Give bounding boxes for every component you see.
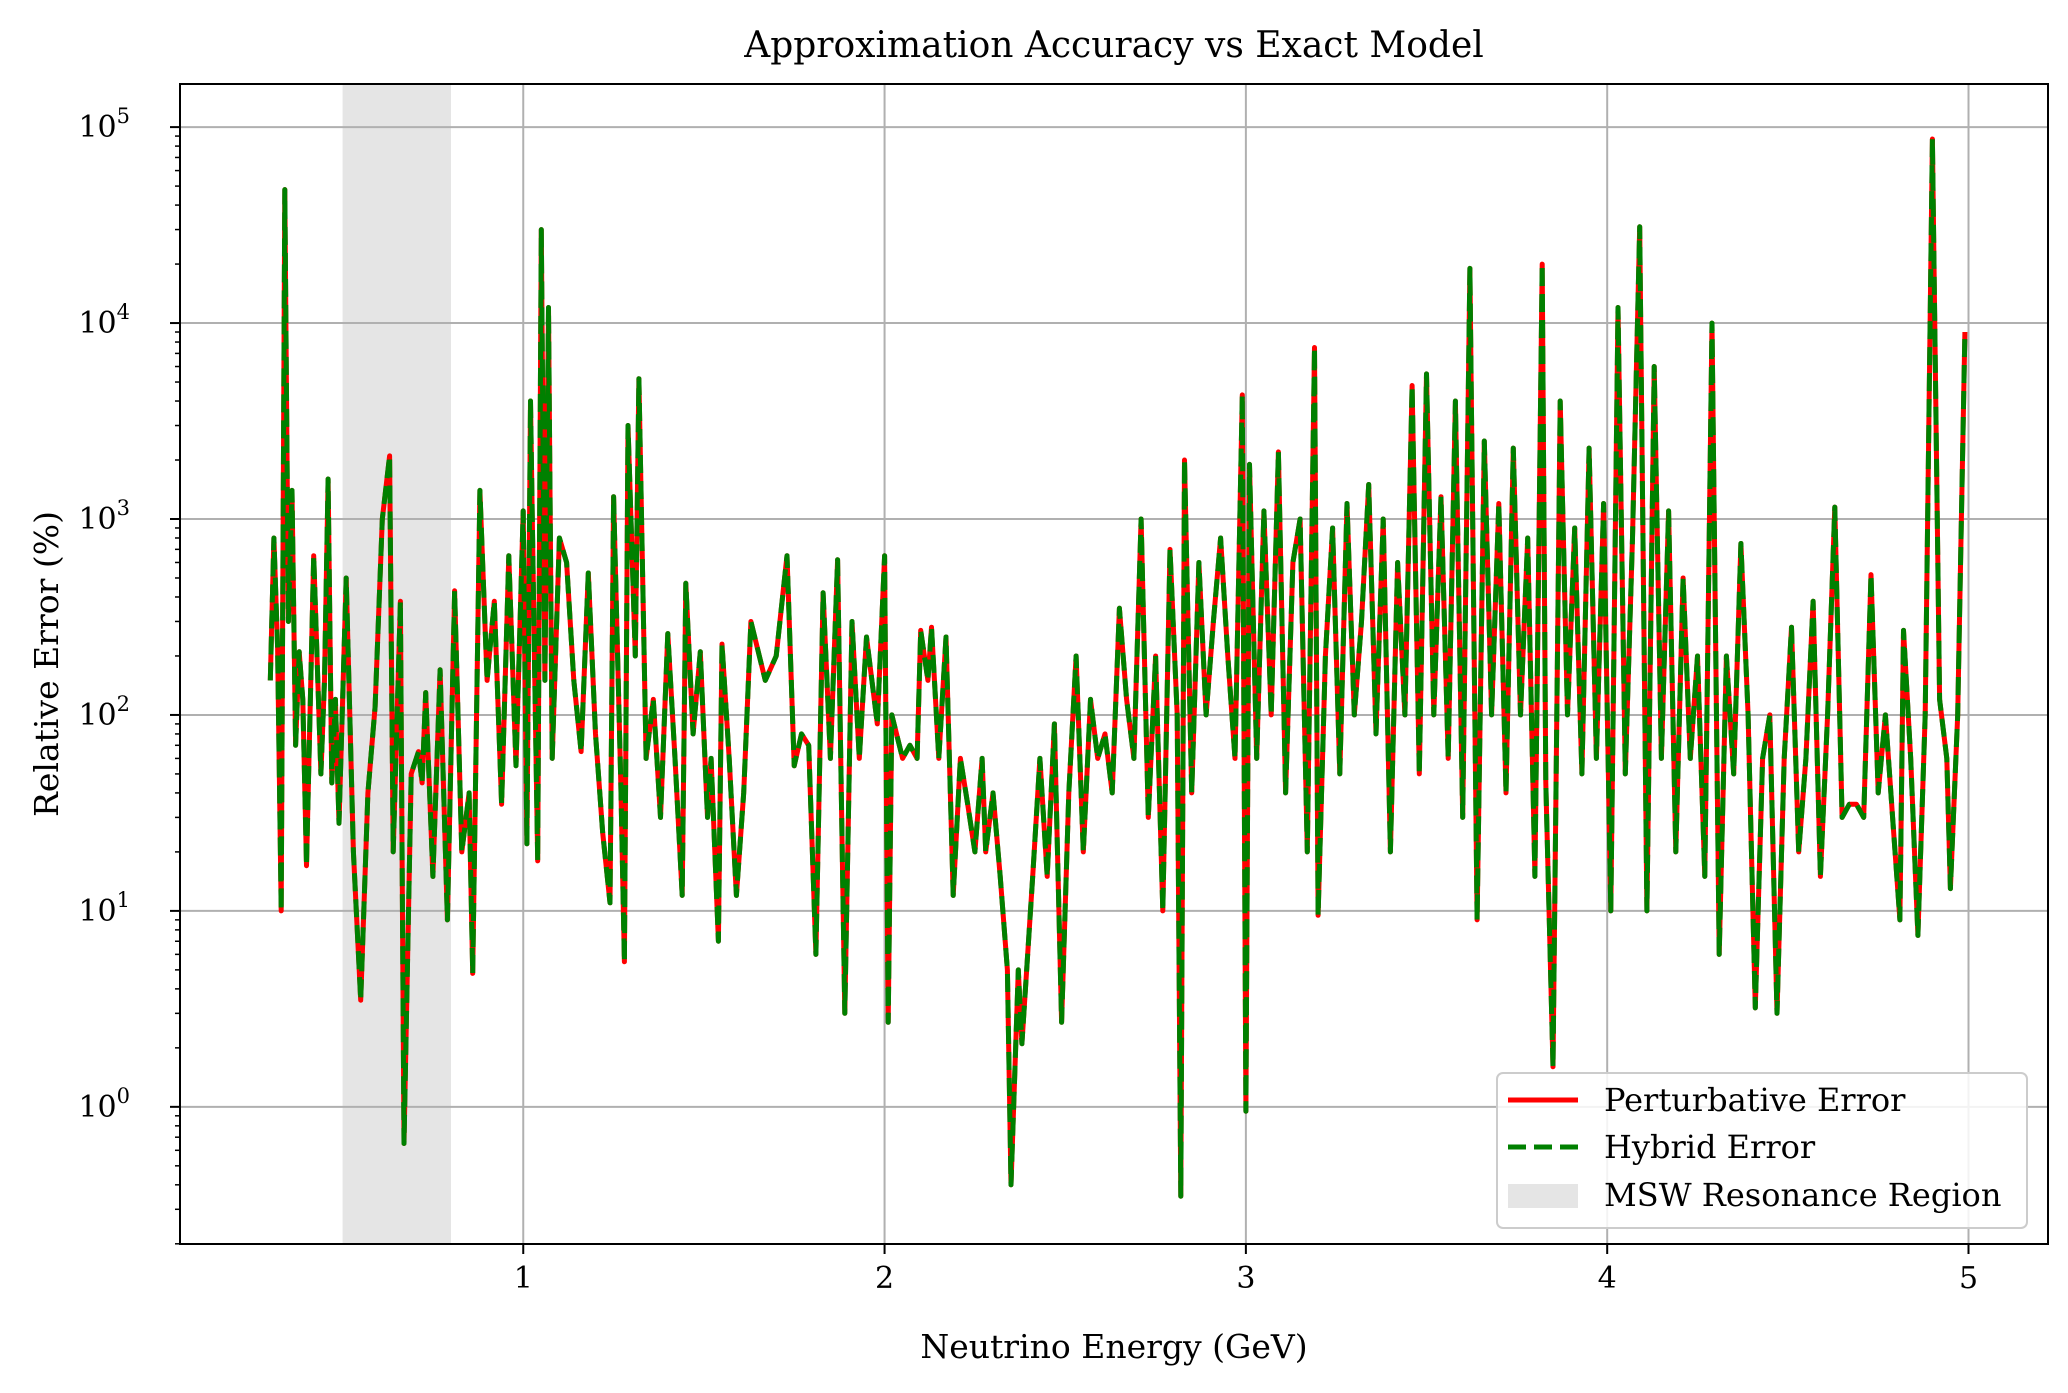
- legend-label-perturbative: Perturbative Error: [1604, 1081, 1906, 1119]
- legend-label-hybrid: Hybrid Error: [1604, 1128, 1816, 1166]
- legend-swatch-msw: [1508, 1184, 1578, 1208]
- chart-title: Approximation Accuracy vs Exact Model: [743, 25, 1484, 66]
- y-tick-exponent: 5: [117, 104, 130, 128]
- y-axis-label: Relative Error (%): [27, 511, 66, 817]
- y-tick-exponent: 2: [117, 692, 130, 716]
- x-axis-label: Neutrino Energy (GeV): [920, 1327, 1307, 1366]
- x-tick-label: 5: [1959, 1261, 1978, 1296]
- x-tick-label: 3: [1236, 1261, 1255, 1296]
- plot-lines: [267, 136, 1968, 1199]
- legend-box: [1496, 1072, 2028, 1229]
- y-tick-exponent: 4: [117, 300, 130, 324]
- legend-label-msw: MSW Resonance Region: [1604, 1176, 2001, 1214]
- y-tick-exponent: 3: [117, 496, 130, 520]
- y-tick-exponent: 0: [117, 1084, 130, 1108]
- legend: Perturbative Error Hybrid Error MSW Reso…: [1496, 1072, 2028, 1229]
- y-tick-exponent: 1: [117, 888, 130, 912]
- y-tick-label: 101: [78, 888, 130, 929]
- plot-frame: [179, 83, 2049, 1245]
- x-tick-label: 2: [875, 1261, 894, 1296]
- x-tick-label: 4: [1598, 1261, 1617, 1296]
- x-tick-label: 1: [514, 1261, 533, 1296]
- series-line-hybrid: [267, 136, 1968, 1199]
